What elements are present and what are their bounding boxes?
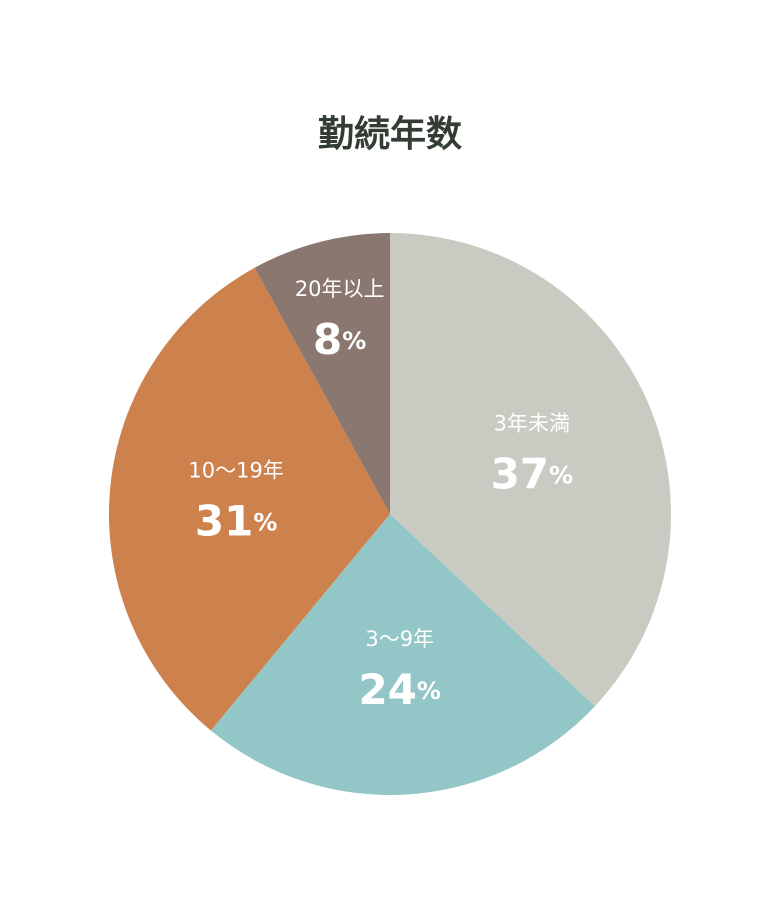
pie-slice <box>390 233 671 707</box>
value-label: 8% <box>313 315 366 364</box>
value-label: 24% <box>358 665 441 714</box>
value-label: 37% <box>491 449 574 498</box>
slice-label: 10〜19年 <box>188 458 283 482</box>
pie-slice <box>210 514 595 795</box>
pie-slice <box>108 267 390 731</box>
slice-label: 3〜9年 <box>365 627 434 651</box>
slice-label: 20年以上 <box>295 277 385 301</box>
chart-title: 勤続年数 <box>318 114 462 155</box>
slice-label: 3年未満 <box>494 412 570 436</box>
pie-slice <box>254 233 390 514</box>
value-label: 31% <box>195 496 278 545</box>
